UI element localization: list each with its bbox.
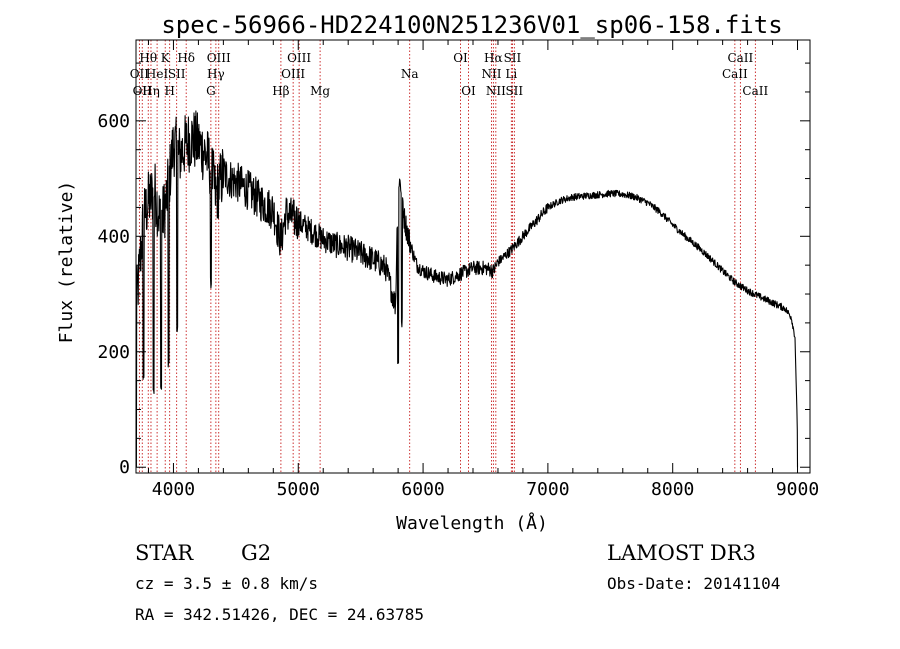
spectral-line-label: Hδ [177,51,195,65]
spectral-line-label: CaII [742,84,768,98]
spectral-line-markers [138,40,756,473]
spectral-line-label: OI [461,84,476,98]
y-axis-label: Flux (relative) [56,181,77,344]
spectral-line-label: Hγ [207,67,225,81]
y-tick-label: 200 [97,342,130,363]
spectral-line-label: OIII [281,67,305,81]
y-axis: 0 200 400 600 [97,62,810,478]
spectral-line-label: NII [486,84,506,98]
redshift-value: cz = 3.5 ± 0.8 km/s [135,574,318,593]
spectral-line-label: OII [133,84,153,98]
x-tick-label: 9000 [776,479,819,500]
x-tick-label: 5000 [277,479,320,500]
x-tick-label: 7000 [526,479,569,500]
x-tick-label: 6000 [401,479,444,500]
observation-date: Obs-Date: 20141104 [607,574,780,593]
spectral-line-label: SII [504,51,522,65]
y-tick-label: 600 [97,111,130,132]
spectral-line-label: Hη [142,84,160,98]
spectral-line-label: SII [505,84,523,98]
object-class: STAR [135,541,194,565]
spectral-subclass: G2 [241,541,271,565]
sky-coordinates: RA = 342.51426, DEC = 24.63785 [135,605,424,624]
chart-title: spec-56966-HD224100N251236V01_sp06-158.f… [161,11,782,39]
x-tick-label: 4000 [152,479,195,500]
spectral-line-label: OI [453,51,468,65]
spectral-line-label: NII [481,67,501,81]
spectral-line-label: Hβ [272,84,289,98]
spectral-line-labels: OII OII Hθ Hη HeI K H SII Hδ G Hγ OIII Hβ OIII OIII Mg N… [130,51,769,98]
spectral-line-label: SII [168,67,186,81]
spectral-line-label: G [206,84,216,98]
spectral-line-label: K [161,51,171,65]
spectral-line-label: OII [130,67,150,81]
spectral-line-label: Hθ [139,51,157,65]
spectrum-line [135,110,799,468]
spectral-line-label: OIII [287,51,311,65]
spectral-line-label: HeI [146,67,169,81]
spectral-line-label: Li [505,67,517,81]
spectral-line-label: Hα [484,51,503,65]
spectral-line-label: OIII [207,51,231,65]
spectral-line-label: CaII [722,67,748,81]
spectral-line-label: Mg [310,84,330,98]
spectral-line-label: CaII [727,51,753,65]
y-tick-label: 400 [97,226,130,247]
spectral-line-label: H [164,84,174,98]
survey-name: LAMOST DR3 [607,541,756,565]
x-axis: 4000 5000 6000 7000 8000 9000 [147,40,819,500]
spectral-line-label: Na [401,67,419,81]
x-tick-label: 8000 [651,479,694,500]
y-tick-label: 0 [119,457,130,478]
x-axis-label: Wavelength (Å) [396,512,548,534]
